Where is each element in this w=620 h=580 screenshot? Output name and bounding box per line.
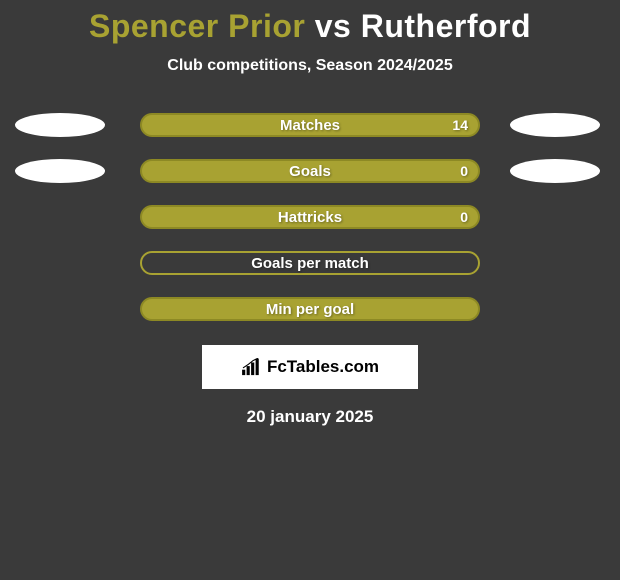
stats-container: Matches 14 Goals 0 Hattricks 0 Goals per match…: [0, 113, 620, 321]
player-left-name: Spencer Prior: [89, 8, 305, 44]
stat-bar: Goals per match: [140, 251, 480, 275]
stat-label: Hattricks: [278, 209, 342, 226]
stat-label: Goals: [289, 163, 331, 180]
stat-value: 0: [460, 209, 468, 225]
stat-row: Matches 14: [0, 113, 620, 137]
right-ellipse: [510, 113, 600, 137]
brand-text: FcTables.com: [267, 357, 379, 377]
stat-bar: Min per goal: [140, 297, 480, 321]
stat-label: Min per goal: [266, 301, 354, 318]
left-ellipse: [15, 159, 105, 183]
stat-row: Goals 0: [0, 159, 620, 183]
date-text: 20 january 2025: [0, 407, 620, 427]
brand-box: FcTables.com: [202, 345, 418, 389]
stat-row: Goals per match: [0, 251, 620, 275]
stat-bar: Goals 0: [140, 159, 480, 183]
player-right-name: Rutherford: [361, 8, 531, 44]
stat-row: Hattricks 0: [0, 205, 620, 229]
stat-bar: Matches 14: [140, 113, 480, 137]
stat-row: Min per goal: [0, 297, 620, 321]
stat-label: Matches: [280, 117, 340, 134]
stat-value: 0: [460, 163, 468, 179]
vs-text: vs: [315, 8, 352, 44]
left-ellipse: [15, 113, 105, 137]
stat-label: Goals per match: [251, 255, 369, 272]
subtitle: Club competitions, Season 2024/2025: [0, 57, 620, 75]
stat-value: 14: [452, 117, 468, 133]
comparison-title: Spencer Prior vs Rutherford: [0, 0, 620, 45]
brand-chart-icon: [241, 358, 263, 376]
right-ellipse: [510, 159, 600, 183]
stat-bar: Hattricks 0: [140, 205, 480, 229]
